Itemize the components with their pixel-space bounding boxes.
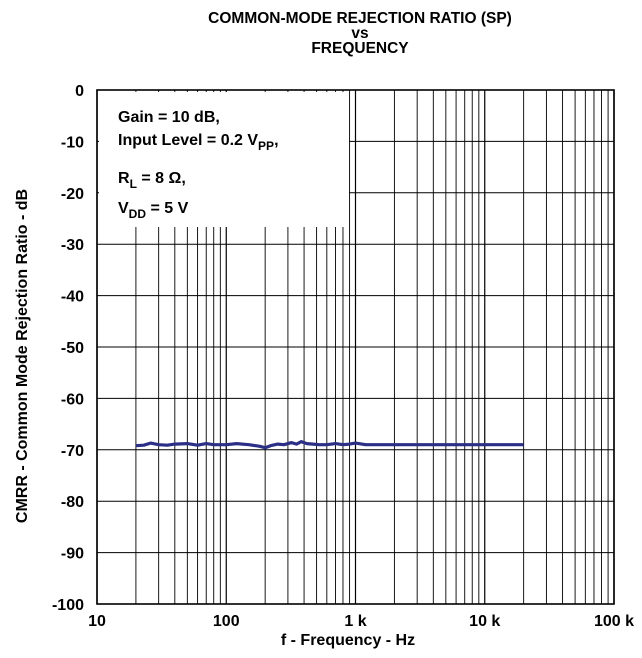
y-tick-label: -90 — [61, 546, 84, 563]
x-axis-label: f - Frequency - Hz — [281, 632, 415, 649]
y-tick-label: -50 — [61, 340, 84, 357]
chart-title-line-1: COMMON-MODE REJECTION RATIO (SP) — [208, 10, 512, 27]
x-tick-label: 10 k — [469, 613, 500, 630]
annotation-gain: Gain = 10 dB, — [118, 109, 220, 126]
annotation-supply-voltage: VDD = 5 V — [118, 200, 189, 221]
x-tick-label: 100 k — [594, 613, 634, 630]
annotation-input-level: Input Level = 0.2 VPP, — [118, 132, 279, 153]
plot-frame — [96, 89, 615, 605]
y-tick-label: 0 — [75, 83, 84, 100]
annotation-text: Gain = 10 dB, Input Level = 0.2 VPP, RL … — [118, 109, 279, 221]
x-tick-labels: 10 100 1 k 10 k 100 k — [88, 613, 634, 630]
y-tick-label: -30 — [61, 237, 84, 254]
y-tick-label: -20 — [61, 186, 84, 203]
x-tick-label: 100 — [213, 613, 240, 630]
y-tick-label: -100 — [52, 597, 84, 614]
y-axis-label: CMRR - Common Mode Rejection Ratio - dB — [14, 189, 31, 523]
y-tick-label: -80 — [61, 494, 84, 511]
x-tick-label: 10 — [88, 613, 106, 630]
y-tick-label: -70 — [61, 443, 84, 460]
x-tick-label: 1 k — [344, 613, 366, 630]
series-line-0 — [135, 440, 524, 450]
series-group — [135, 440, 524, 450]
y-tick-label: -40 — [61, 289, 84, 306]
annotation-box — [99, 92, 349, 227]
y-tick-label: -60 — [61, 391, 84, 408]
y-tick-labels: 0 -10 -20 -30 -40 -50 -60 -70 -80 -90 -100 — [52, 83, 84, 614]
y-tick-label: -10 — [61, 134, 84, 151]
chart-title-line-2: vs — [351, 25, 369, 42]
annotation-load-resistance: RL = 8 Ω, — [118, 170, 186, 191]
plot-border — [96, 89, 615, 605]
chart-title-line-3: FREQUENCY — [311, 40, 409, 57]
